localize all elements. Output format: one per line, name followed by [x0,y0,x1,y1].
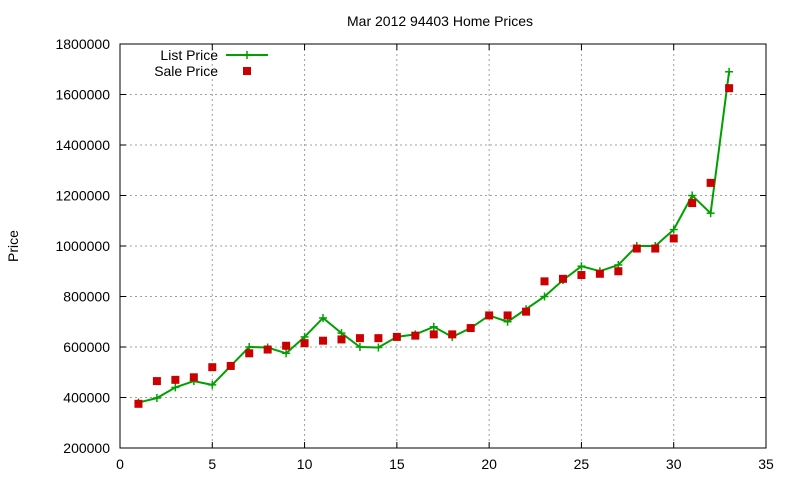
data-point-list-price [725,67,734,76]
data-point-sale-price [522,307,531,316]
data-point-list-price [171,383,180,392]
data-point-list-price [429,322,438,331]
legend-label-sale-price: Sale Price [154,63,218,79]
data-point-list-price [669,225,678,234]
data-point-sale-price [263,345,272,354]
data-point-sale-price [688,199,697,208]
data-point-sale-price [152,377,161,386]
series-line-list-price [138,71,731,404]
data-point-sale-price [706,178,715,187]
data-point-sale-price [669,234,678,243]
data-point-sale-price [429,330,438,339]
data-point-sale-price [319,336,328,345]
x-tick-label: 5 [208,456,216,472]
data-point-sale-price [558,274,567,283]
data-point-sale-price [466,324,475,333]
legend: List Price Sale Price [154,47,268,79]
y-axis-label: Price [5,230,21,262]
y-tick-label: 800000 [63,289,110,305]
data-point-list-price [577,262,586,271]
data-point-sale-price [337,335,346,344]
data-point-list-price [152,394,161,403]
data-point-list-price [208,380,217,389]
data-point-list-price [282,349,291,358]
data-point-sale-price [374,334,383,343]
data-point-sale-price [226,361,235,370]
data-point-sale-price [355,334,364,343]
chart-title: Mar 2012 94403 Home Prices [347,13,533,29]
grid [120,44,766,448]
data-point-sale-price [411,331,420,340]
data-point-sale-price [392,332,401,341]
legend-label-list-price: List Price [160,47,218,63]
data-point-sale-price [171,375,180,384]
series-layer [134,67,734,408]
data-point-list-price [374,343,383,352]
y-tick-label: 1600000 [55,87,110,103]
data-point-sale-price [448,330,457,339]
y-tick-label: 1800000 [55,36,110,52]
y-tick-label: 1400000 [55,137,110,153]
data-point-sale-price [540,277,549,286]
legend-marker-sale-price [243,67,251,75]
data-point-sale-price [577,271,586,280]
data-point-sale-price [614,267,623,276]
axes: 0 5 10 15 20 25 30 35 200000 400000 600000 800000 10… [55,36,774,472]
x-tick-label: 25 [574,456,590,472]
data-point-sale-price [134,399,143,408]
data-point-sale-price [282,341,291,350]
data-point-list-price [688,191,697,200]
data-point-list-price [706,209,715,218]
x-tick-label: 15 [389,456,405,472]
data-point-sale-price [595,269,604,278]
y-tick-label: 1000000 [55,238,110,254]
data-point-list-price [355,343,364,351]
data-point-sale-price [651,244,660,253]
data-point-sale-price [725,84,734,93]
legend-line-list-price [226,51,268,59]
data-point-list-price [540,292,549,301]
y-tick-label: 200000 [63,440,110,456]
y-tick-label: 400000 [63,390,110,406]
legend-square [243,67,251,75]
data-point-sale-price [503,311,512,320]
data-point-list-price [319,313,328,322]
x-tick-label: 10 [297,456,313,472]
data-point-sale-price [485,311,494,320]
data-point-sale-price [245,349,254,358]
x-tick-label: 0 [116,456,124,472]
data-point-sale-price [300,339,309,348]
x-tick-label: 20 [481,456,497,472]
data-point-sale-price [632,244,641,253]
y-tick-label: 1200000 [55,188,110,204]
data-point-sale-price [208,363,217,372]
x-tick-label: 35 [758,456,774,472]
data-point-sale-price [189,373,198,382]
x-tick-label: 30 [666,456,682,472]
y-tick-label: 600000 [63,339,110,355]
